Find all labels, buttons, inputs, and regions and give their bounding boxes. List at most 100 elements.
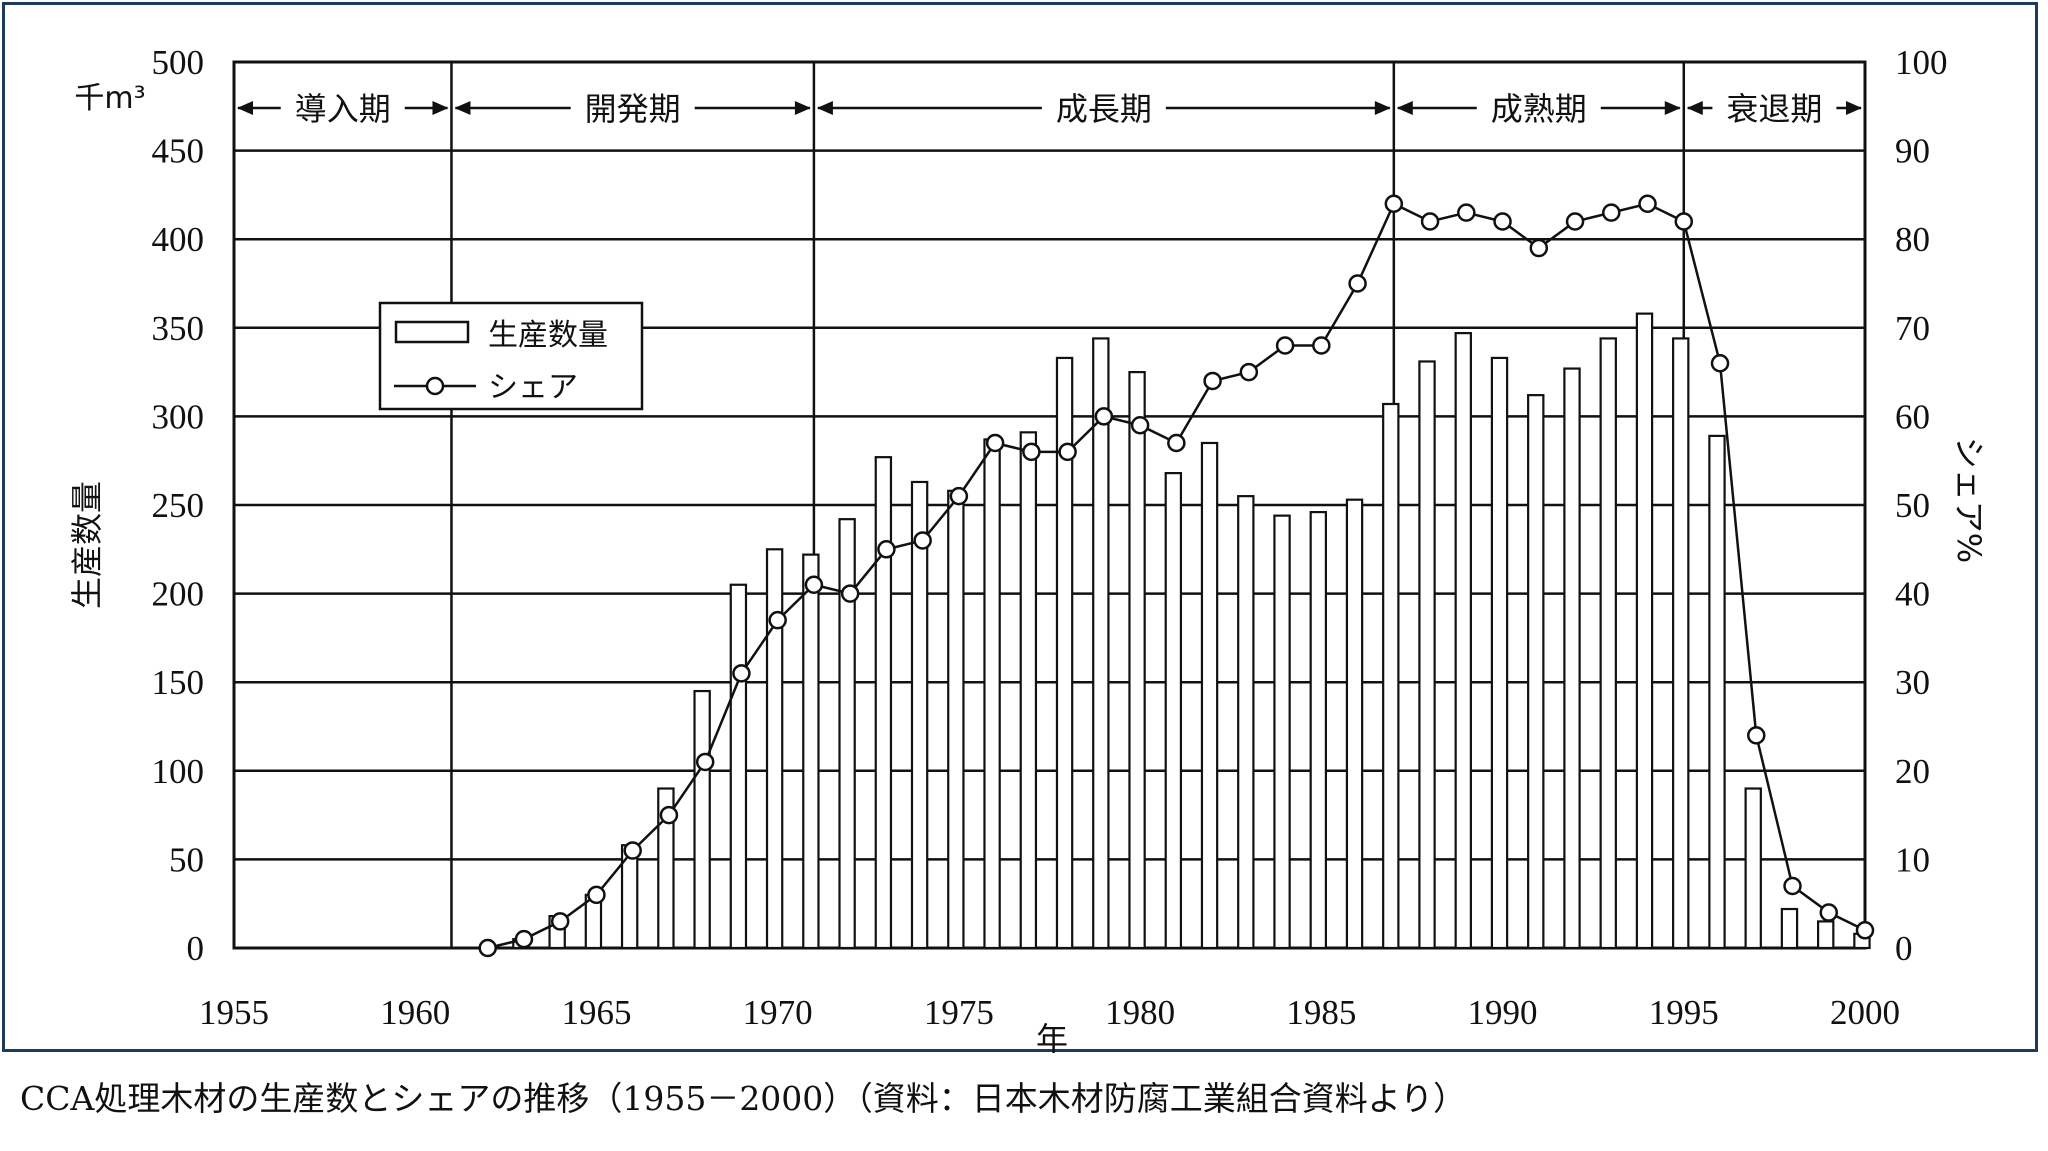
bar <box>874 456 893 950</box>
share-point <box>1855 921 1875 940</box>
bar <box>1635 312 1654 950</box>
y-left-tick-label: 0 <box>187 929 205 968</box>
x-tick-label: 1955 <box>199 993 269 1032</box>
share-point <box>1529 238 1549 258</box>
share-point <box>985 433 1005 453</box>
bar <box>1454 332 1472 950</box>
phase-label: 衰退期 <box>1726 90 1822 128</box>
y-right-tick-label: 90 <box>1895 132 1930 171</box>
bar <box>802 553 820 950</box>
x-tick-label: 1970 <box>743 993 813 1032</box>
share-point <box>913 531 932 550</box>
bar <box>1382 402 1400 950</box>
bar <box>1708 434 1726 950</box>
phase-arrowhead <box>432 101 449 115</box>
bar <box>1672 337 1690 950</box>
bar <box>1237 495 1255 950</box>
share-point <box>877 540 896 559</box>
share-point <box>840 584 860 603</box>
y-right-label: シェア% <box>1950 437 1988 563</box>
bar <box>729 583 748 950</box>
y-left-tick-label: 300 <box>152 397 205 436</box>
bar <box>910 480 929 950</box>
share-point <box>1022 442 1041 462</box>
phase-arrowhead <box>816 101 833 115</box>
bar <box>765 548 784 950</box>
share-point <box>1493 212 1512 231</box>
y-left-tick-label: 50 <box>169 840 204 879</box>
share-point <box>478 938 497 958</box>
grid-layer <box>232 60 1867 950</box>
phase-arrowhead <box>1374 101 1391 115</box>
unit-label: 千m³ <box>74 81 145 116</box>
y-left-tick-label: 400 <box>152 220 205 259</box>
share-point <box>1457 203 1476 222</box>
x-tick-label: 1960 <box>380 993 450 1032</box>
line-layer <box>478 194 1875 958</box>
bars-layer <box>512 312 1871 950</box>
share-point <box>695 752 715 772</box>
bar <box>1563 367 1581 950</box>
y-left-tick-label: 450 <box>152 132 205 171</box>
share-point <box>1384 194 1404 214</box>
y-left-label: 生産数量 <box>68 481 106 609</box>
bar <box>1345 498 1364 950</box>
phase-layer: 導入期 開発期 成長期 成熟期 衰退期 <box>237 90 1862 128</box>
share-point <box>1167 433 1186 453</box>
share-point <box>1420 212 1440 231</box>
bar <box>1273 514 1291 950</box>
x-tick-label: 1975 <box>924 993 994 1032</box>
bar <box>1092 337 1110 950</box>
bar <box>1128 371 1146 950</box>
phase-arrowhead <box>794 101 811 115</box>
bar <box>838 518 856 950</box>
y-right-tick-label: 100 <box>1895 43 1948 82</box>
x-tick-label: 1980 <box>1105 993 1175 1032</box>
bar <box>1527 394 1545 950</box>
share-point <box>1710 353 1730 373</box>
share-point <box>1747 726 1766 745</box>
bar <box>1019 431 1038 950</box>
phase-label: 成長期 <box>1056 90 1152 128</box>
figure-caption: CCA処理木材の生産数とシェアの推移（1955－2000）（資料：日本木材防腐工… <box>20 1079 1467 1118</box>
phase-arrowhead <box>1686 101 1703 115</box>
share-point <box>1239 362 1259 382</box>
phase-arrowhead <box>1846 101 1862 115</box>
y-left-tick-label: 200 <box>152 575 205 614</box>
share-point <box>1058 442 1077 462</box>
y-right-tick-label: 60 <box>1895 397 1930 436</box>
bar <box>1164 472 1183 950</box>
share-point <box>659 805 679 825</box>
x-tick-label: 2000 <box>1830 993 1900 1032</box>
chart-frame <box>2 2 2038 1052</box>
bar <box>947 489 965 950</box>
share-point <box>1602 203 1621 222</box>
share-point <box>804 575 824 594</box>
share-point <box>1819 903 1839 922</box>
share-point <box>1130 416 1150 435</box>
y-right-tick-label: 50 <box>1895 486 1930 525</box>
y-left-tick-label: 150 <box>152 663 205 702</box>
y-left-tick-label: 100 <box>152 752 205 791</box>
legend-box <box>378 301 644 411</box>
legend-bar-swatch <box>394 320 470 344</box>
y-left-tick-label: 500 <box>152 43 205 82</box>
y-right-tick-label: 0 <box>1895 929 1913 968</box>
share-point <box>550 912 570 931</box>
bar <box>693 689 711 950</box>
share-point <box>1348 274 1367 293</box>
share-point <box>1638 194 1657 214</box>
share-point <box>949 486 969 506</box>
bar <box>1418 360 1436 950</box>
bar <box>1309 510 1328 950</box>
y-right-tick-label: 40 <box>1895 575 1930 614</box>
share-point <box>1312 336 1331 355</box>
bar <box>1744 787 1762 950</box>
share-point <box>1565 212 1585 231</box>
share-point <box>1783 876 1802 896</box>
share-point <box>1275 336 1295 355</box>
bar <box>657 787 675 950</box>
x-tick-label: 1995 <box>1649 993 1719 1032</box>
phase-arrowhead <box>1664 101 1681 115</box>
